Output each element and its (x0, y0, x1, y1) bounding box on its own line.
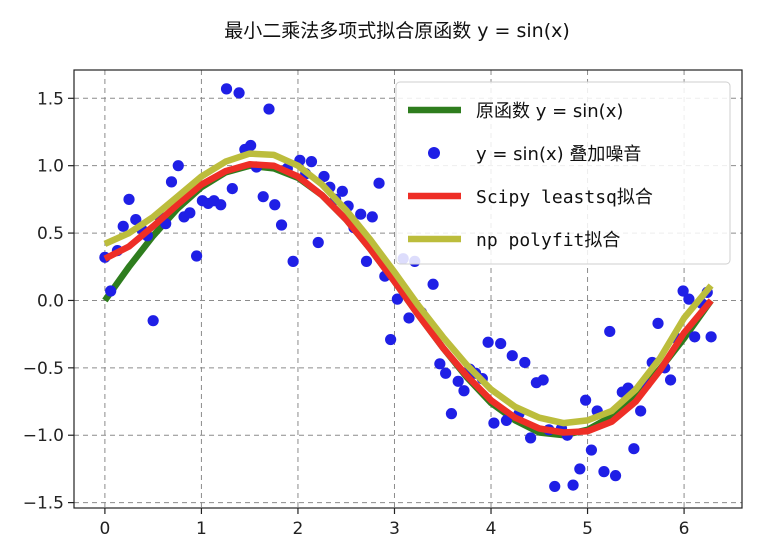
plot-series (99, 83, 717, 493)
noisy-data-point (677, 285, 689, 297)
noisy-data-point (263, 103, 275, 115)
noisy-data-point (452, 375, 464, 387)
noisy-data-point (434, 358, 446, 370)
noisy-data-point (689, 331, 701, 343)
noisy-data-point (355, 208, 367, 220)
noisy-data-point (705, 331, 717, 343)
noisy-data-point (184, 207, 196, 219)
noisy-data-point (519, 356, 531, 369)
x-tick-label: 1 (196, 519, 207, 539)
y-tick-label: −1.5 (23, 494, 64, 514)
noisy-data-point (373, 177, 385, 189)
noisy-data-point (318, 170, 330, 183)
noisy-data-point (574, 463, 586, 475)
legend-label: np polyfit拟合 (476, 230, 620, 251)
y-tick-label: 0.0 (37, 291, 64, 311)
noisy-data-point (130, 213, 142, 226)
noisy-data-point (482, 336, 494, 348)
y-tick-label: 0.5 (37, 224, 64, 244)
legend-label: 原函数 y = sin(x) (476, 101, 623, 122)
scipy-leastsq-fit-curve (103, 161, 714, 436)
noisy-data-point (537, 374, 549, 386)
noisy-data-point (385, 333, 397, 346)
noisy-data-point (165, 176, 178, 188)
noisy-data-point (580, 394, 592, 406)
noisy-data-point (524, 432, 537, 444)
noisy-data-point (506, 350, 518, 362)
noisy-data-point (233, 87, 245, 99)
x-tick-label: 0 (99, 519, 110, 539)
y-tick-label: 1.5 (37, 89, 64, 109)
axis-ticks: 0 1 2 3 4 5 6 −1.5 −1.0 −0.5 0.0 0.5 1.0 1.5 (23, 89, 690, 539)
x-tick-label: 4 (486, 519, 497, 539)
noisy-data-point (269, 199, 281, 211)
noisy-data-point (652, 317, 664, 329)
noisy-data-point (440, 367, 452, 379)
noisy-data-point (445, 408, 458, 420)
noisy-data-point (226, 182, 238, 195)
noisy-data-point (635, 405, 647, 417)
noisy-data-point (215, 199, 227, 211)
x-tick-label: 5 (582, 519, 593, 539)
noisy-data-point (683, 293, 695, 305)
noisy-data-point (403, 312, 415, 324)
noisy-data-point (458, 385, 470, 397)
noisy-data-point (105, 285, 117, 297)
legend-marker (428, 147, 440, 159)
noisy-data-point (190, 250, 203, 262)
noisy-data-point (495, 337, 507, 350)
noisy-data-point (391, 293, 403, 305)
legend: 原函数 y = sin(x) y = sin(x) 叠加噪音 Scipy least… (395, 81, 731, 265)
noisy-data-point (664, 374, 677, 386)
y-tick-label: 1.0 (37, 157, 64, 177)
noisy-data-point (312, 236, 324, 249)
noisy-data-point (220, 83, 233, 95)
noisy-data-point (604, 325, 616, 338)
noisy-data-point (245, 139, 257, 152)
x-tick-label: 3 (389, 519, 400, 539)
noisy-data-point (628, 443, 640, 455)
noisy-data-point (287, 255, 299, 267)
noisy-data-point (117, 220, 129, 232)
legend-box (395, 81, 731, 265)
np-polyfit-curve (103, 150, 714, 427)
x-tick-label: 6 (679, 519, 690, 539)
noisy-data-point (567, 479, 579, 491)
noisy-data-point (257, 191, 269, 203)
noisy-data-point (549, 480, 561, 493)
chart-title: 最小二乘法多项式拟合原函数 y = sin(x) (224, 20, 570, 42)
noisy-data-point (598, 466, 610, 478)
noisy-data-point (500, 414, 513, 426)
noisy-data-point (305, 156, 318, 168)
noisy-data-point (609, 470, 622, 482)
noisy-data-point (427, 278, 439, 290)
noisy-data-point (366, 211, 378, 223)
y-tick-label: −0.5 (23, 359, 64, 379)
noisy-data-point (488, 417, 500, 429)
legend-label: Scipy leastsq拟合 (476, 187, 653, 208)
noisy-data-point (585, 444, 598, 456)
y-tick-label: −1.0 (23, 426, 64, 446)
noisy-data-point (336, 185, 348, 197)
plot-frame (73, 69, 743, 509)
legend-label: y = sin(x) 叠加噪音 (476, 144, 641, 165)
noisy-data-point (123, 193, 135, 205)
x-tick-label: 2 (293, 519, 304, 539)
noisy-data-point (360, 255, 373, 267)
noisy-data-point (275, 219, 288, 231)
noisy-data-point (147, 315, 159, 327)
noisy-data-point (172, 160, 184, 172)
